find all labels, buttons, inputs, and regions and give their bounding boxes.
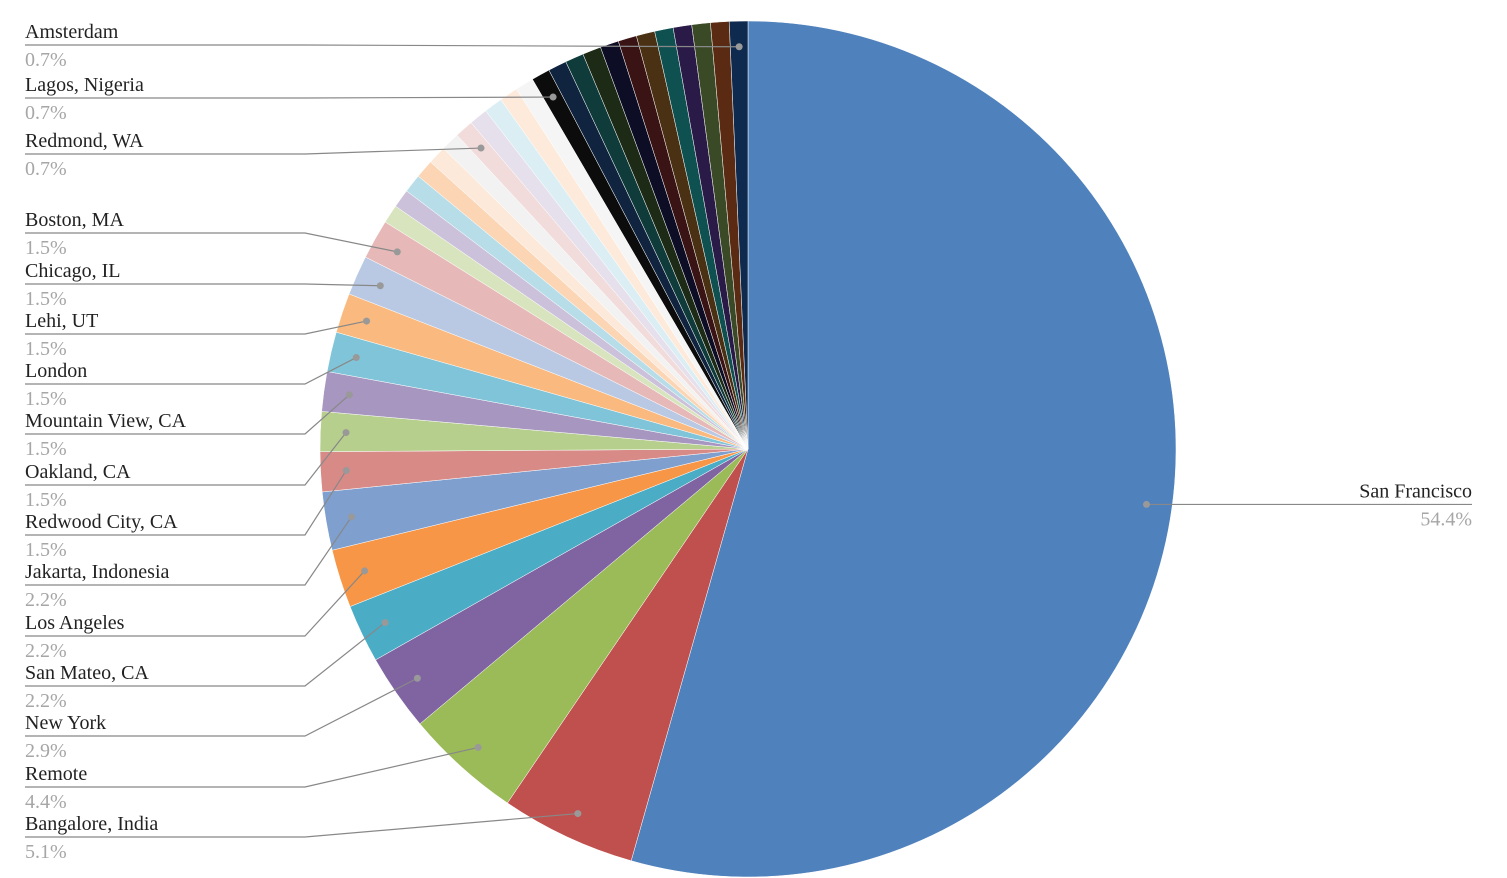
slice-value-label: 54.4% — [1420, 508, 1472, 530]
leader-line — [25, 96, 554, 99]
leader-dot — [345, 391, 353, 399]
slice-label: Remote — [25, 763, 87, 785]
leader-dot — [376, 282, 384, 290]
leader-line — [25, 677, 418, 737]
slice-value-label: 1.5% — [25, 288, 67, 310]
leader-line — [25, 44, 740, 48]
leader-line — [25, 432, 347, 486]
slice-label: San Francisco — [1359, 480, 1472, 502]
slice-value-label: 1.5% — [25, 338, 67, 360]
slice-label: Los Angeles — [25, 612, 125, 634]
slice-value-label: 2.9% — [25, 740, 67, 762]
leader-line — [25, 570, 366, 637]
slice-label: Amsterdam — [25, 21, 119, 43]
slice-value-label: 2.2% — [25, 690, 67, 712]
leader-dot — [342, 429, 350, 437]
slice-value-label: 1.5% — [25, 539, 67, 561]
leader-line — [25, 320, 367, 335]
slice-value-label: 1.5% — [25, 388, 67, 410]
leader-line — [25, 232, 398, 253]
slice-value-label: 0.7% — [25, 102, 67, 124]
slice-value-label: 1.5% — [25, 438, 67, 460]
leader-line — [25, 357, 357, 385]
slice-value-label: 0.7% — [25, 158, 67, 180]
leader-dot — [574, 810, 582, 818]
slice-label: London — [25, 360, 87, 382]
slice-label: Jakarta, Indonesia — [25, 561, 170, 583]
slice-label: Boston, MA — [25, 209, 124, 231]
leader-dot — [393, 248, 401, 256]
leader-line — [25, 470, 347, 536]
slice-value-label: 1.5% — [25, 237, 67, 259]
leader-dot — [1142, 500, 1150, 508]
slice-label: Chicago, IL — [25, 260, 121, 282]
slice-label: Oakland, CA — [25, 461, 131, 483]
slice-label: Lagos, Nigeria — [25, 74, 144, 96]
leader-line — [25, 516, 352, 586]
slice-label: Redmond, WA — [25, 130, 144, 152]
leader-dot — [735, 43, 743, 51]
slice-value-label: 0.7% — [25, 49, 67, 71]
slice-label: Mountain View, CA — [25, 410, 187, 432]
leader-dot — [413, 674, 421, 682]
leader-line — [25, 283, 381, 287]
slice-label: Bangalore, India — [25, 813, 158, 835]
leader-dot — [477, 144, 485, 152]
leader-line — [25, 746, 479, 788]
leader-line — [25, 812, 578, 838]
pie-slice — [728, 20, 749, 450]
leader-dot — [361, 567, 369, 575]
leader-line — [25, 622, 386, 687]
slice-value-label: 1.5% — [25, 489, 67, 511]
leader-dot — [474, 743, 482, 751]
slice-value-label: 4.4% — [25, 791, 67, 813]
leader-line — [25, 394, 350, 435]
slice-value-label: 2.2% — [25, 589, 67, 611]
leader-dot — [549, 93, 557, 101]
slice-label: Lehi, UT — [25, 310, 98, 332]
pie-slice — [630, 20, 1177, 878]
leader-line — [25, 147, 482, 155]
leader-dot — [342, 466, 350, 474]
slice-label: San Mateo, CA — [25, 662, 149, 684]
slice-label: New York — [25, 712, 106, 734]
leader-dot — [363, 317, 371, 325]
slice-label: Redwood City, CA — [25, 511, 178, 533]
leader-dot — [352, 354, 360, 362]
leader-dot — [347, 513, 355, 521]
leader-dot — [381, 619, 389, 627]
slice-value-label: 5.1% — [25, 841, 67, 863]
slice-value-label: 2.2% — [25, 640, 67, 662]
